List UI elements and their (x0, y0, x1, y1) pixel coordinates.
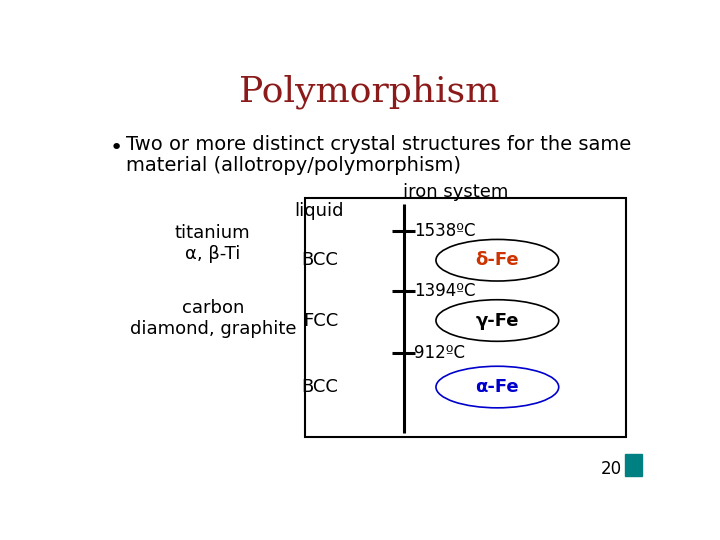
Text: Two or more distinct crystal structures for the same: Two or more distinct crystal structures … (126, 135, 631, 154)
Bar (305, 198, 626, 437)
Text: iron system: iron system (402, 183, 508, 201)
Text: BCC: BCC (302, 378, 338, 396)
Ellipse shape (436, 239, 559, 281)
Text: α, β-Ti: α, β-Ti (185, 245, 240, 263)
Text: 912ºC: 912ºC (413, 343, 464, 362)
Text: liquid: liquid (294, 202, 344, 220)
Ellipse shape (436, 300, 559, 341)
Text: •: • (109, 138, 123, 158)
Text: Polymorphism: Polymorphism (239, 75, 499, 109)
Text: titanium: titanium (175, 224, 251, 242)
Text: γ-Fe: γ-Fe (476, 312, 519, 329)
Text: 1538ºC: 1538ºC (413, 222, 475, 240)
Text: δ-Fe: δ-Fe (475, 251, 519, 269)
Ellipse shape (436, 366, 559, 408)
Text: 20: 20 (601, 460, 622, 478)
Text: 1394ºC: 1394ºC (413, 282, 475, 300)
Text: BCC: BCC (302, 251, 338, 269)
Text: carbon: carbon (181, 299, 244, 317)
Text: diamond, graphite: diamond, graphite (130, 320, 296, 338)
Bar (624, 454, 642, 476)
Text: α-Fe: α-Fe (475, 378, 519, 396)
Text: FCC: FCC (303, 312, 338, 329)
Text: material (allotropy/polymorphism): material (allotropy/polymorphism) (126, 156, 462, 175)
